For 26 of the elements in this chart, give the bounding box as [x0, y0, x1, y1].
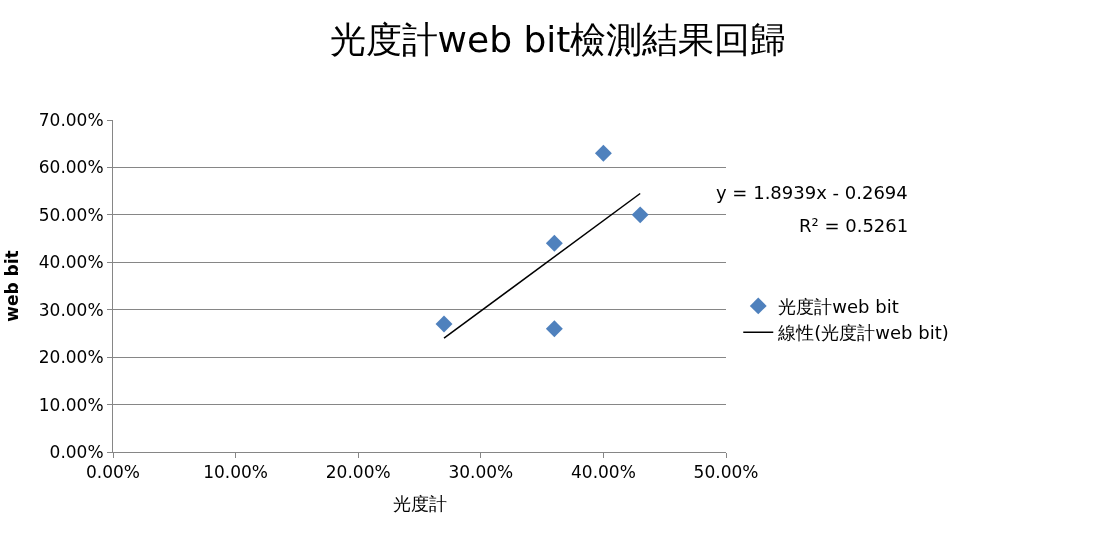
annotation: y = 1.8939x - 0.2694 — [716, 182, 908, 203]
y-tick-label: 40.00% — [38, 252, 104, 273]
y-tick-label: 30.00% — [38, 299, 104, 320]
x-tick-label: 0.00% — [85, 462, 141, 483]
point — [594, 144, 612, 162]
x-tick-label: 20.00% — [325, 462, 391, 483]
x-tick-label: 50.00% — [693, 462, 759, 483]
legend-label: 光度計web bit — [778, 295, 899, 317]
y-tick-label: 70.00% — [38, 109, 104, 130]
x-tick-label: 10.00% — [203, 462, 269, 483]
y-tick-label: 50.00% — [38, 204, 104, 225]
y-axis-title: web bit — [2, 250, 23, 322]
y-tick-label: 10.00% — [38, 394, 104, 415]
point — [545, 234, 563, 252]
x-tick-label: 40.00% — [570, 462, 636, 483]
y-tick-label: 0.00% — [49, 441, 104, 462]
y-tick-label: 20.00% — [38, 347, 104, 368]
point — [435, 315, 453, 333]
y-tick-label: 60.00% — [38, 157, 104, 178]
point — [545, 320, 563, 338]
text: R² = 0.5261 — [799, 215, 909, 236]
x-tick-label: 30.00% — [448, 462, 514, 483]
point — [631, 206, 649, 224]
x-axis-title: 光度計 — [392, 492, 447, 514]
legend-label: 線性(光度計web bit) — [777, 322, 949, 344]
chart-title: 光度計web bit檢測結果回歸 — [329, 19, 787, 61]
